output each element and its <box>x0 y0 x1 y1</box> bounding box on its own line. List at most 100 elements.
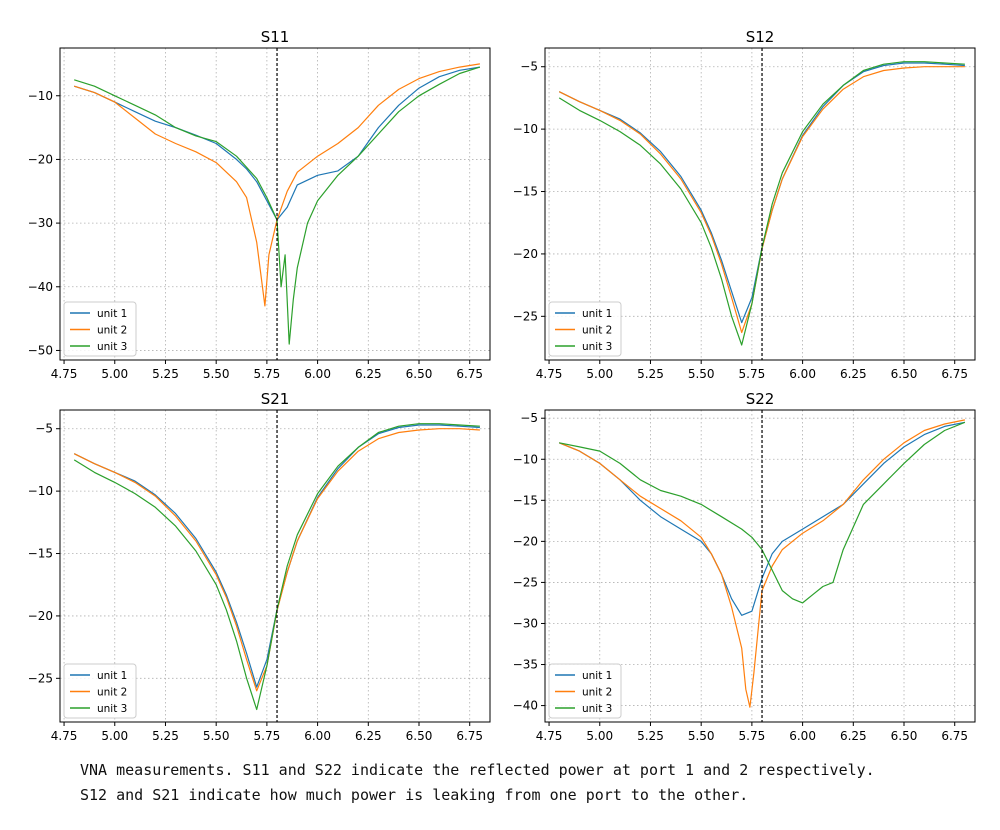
x-tick-label: 6.00 <box>789 729 816 743</box>
x-tick-label: 5.25 <box>637 367 664 381</box>
legend-label: unit 1 <box>582 670 612 682</box>
y-tick-label: −40 <box>28 280 53 294</box>
axes-frame <box>544 409 976 723</box>
axes-frame <box>544 47 976 361</box>
legend-box <box>548 663 622 719</box>
y-tick-label: −30 <box>28 216 53 230</box>
legend-label: unit 3 <box>582 341 612 353</box>
caption-line-2: S12 and S21 indicate how much power is l… <box>80 786 749 804</box>
y-tick-label: −10 <box>513 452 538 466</box>
legend-label: unit 1 <box>97 670 127 682</box>
x-tick-label: 6.00 <box>304 729 331 743</box>
y-tick-label: −50 <box>28 343 53 357</box>
series-line-unit-3 <box>74 66 481 345</box>
y-tick-label: −20 <box>513 534 538 548</box>
x-tick-label: 6.25 <box>355 729 382 743</box>
subplot-title: S11 <box>261 28 290 46</box>
x-tick-label: 5.25 <box>637 729 664 743</box>
x-tick-label: 6.25 <box>355 367 382 381</box>
y-tick-label: −5 <box>35 422 53 436</box>
series-line-unit-1 <box>558 62 965 324</box>
figure-canvas: 4.75 5.00 5.25 5.50 5.75 6.00 6.25 6.50 6.75 −10 −… <box>28 28 976 743</box>
x-tick-label: 5.50 <box>688 729 715 743</box>
legend-label: unit 2 <box>97 325 127 337</box>
subplot-s11: 4.75 5.00 5.25 5.50 5.75 6.00 6.25 6.50 6.75 −10 −… <box>28 28 491 381</box>
axes-frame <box>59 409 491 723</box>
x-tick-label: 6.25 <box>840 729 867 743</box>
subplot-title: S12 <box>746 28 775 46</box>
y-tick-label: −25 <box>28 671 53 685</box>
legend-label: unit 2 <box>582 325 612 337</box>
x-tick-label: 4.75 <box>51 367 78 381</box>
y-tick-label: −5 <box>520 60 538 74</box>
x-tick-label: 6.75 <box>456 729 483 743</box>
series-line-unit-3 <box>559 421 966 604</box>
y-tick-label: −35 <box>513 658 538 672</box>
y-tick-label: −25 <box>513 309 538 323</box>
x-tick-label: 6.50 <box>891 367 918 381</box>
x-tick-label: 6.50 <box>891 729 918 743</box>
y-tick-label: −25 <box>513 575 538 589</box>
x-tick-label: 6.75 <box>941 729 968 743</box>
series-line-unit-1 <box>74 66 480 221</box>
x-tick-label: 5.75 <box>739 367 766 381</box>
x-tick-label: 5.00 <box>586 367 613 381</box>
x-tick-label: 6.75 <box>456 367 483 381</box>
series-line-unit-3 <box>558 61 965 346</box>
subplot-s22: 4.75 5.00 5.25 5.50 5.75 6.00 6.25 6.50 6.75 −5 −1… <box>513 390 976 743</box>
y-tick-label: −10 <box>28 89 53 103</box>
legend-label: unit 2 <box>97 687 127 699</box>
x-tick-label: 5.75 <box>254 367 281 381</box>
legend-label: unit 2 <box>582 687 612 699</box>
y-tick-label: −10 <box>513 122 538 136</box>
subplot-s12: 4.75 5.00 5.25 5.50 5.75 6.00 6.25 6.50 6.75 −5 −1… <box>513 28 976 381</box>
legend-label: unit 3 <box>97 341 127 353</box>
subplot-title: S21 <box>261 390 290 408</box>
y-tick-label: −15 <box>513 185 538 199</box>
y-tick-label: −10 <box>28 484 53 498</box>
legend-label: unit 3 <box>582 703 612 715</box>
x-tick-label: 6.25 <box>840 367 867 381</box>
legend: unit 1 unit 2 unit 3 <box>548 663 622 719</box>
x-tick-label: 4.75 <box>536 367 563 381</box>
y-tick-label: −20 <box>28 609 53 623</box>
x-tick-label: 4.75 <box>536 729 563 743</box>
series-line-unit-3 <box>73 423 480 711</box>
x-tick-label: 5.50 <box>688 367 715 381</box>
x-tick-label: 5.00 <box>586 729 613 743</box>
x-tick-label: 6.00 <box>789 367 816 381</box>
series-line-unit-2 <box>74 63 480 307</box>
x-tick-label: 5.00 <box>101 367 128 381</box>
y-tick-label: −30 <box>513 616 538 630</box>
x-tick-label: 5.00 <box>101 729 128 743</box>
y-tick-label: −20 <box>513 247 538 261</box>
legend: unit 1 unit 2 unit 3 <box>63 663 137 719</box>
legend-label: unit 1 <box>582 308 612 320</box>
x-tick-label: 5.50 <box>203 729 230 743</box>
legend-box <box>63 301 137 357</box>
x-tick-label: 6.50 <box>406 367 433 381</box>
axes-frame <box>59 47 491 361</box>
y-tick-label: −15 <box>28 547 53 561</box>
x-tick-label: 5.50 <box>203 367 230 381</box>
caption-line-1: VNA measurements. S11 and S22 indicate t… <box>80 761 875 779</box>
series-line-unit-2 <box>558 419 966 708</box>
x-tick-label: 5.75 <box>739 729 766 743</box>
legend-box <box>548 301 622 357</box>
legend-label: unit 1 <box>97 308 127 320</box>
x-tick-label: 6.00 <box>304 367 331 381</box>
y-tick-label: −40 <box>513 699 538 713</box>
series-line-unit-1 <box>73 424 480 688</box>
legend: unit 1 unit 2 unit 3 <box>63 301 137 357</box>
subplot-title: S22 <box>746 390 775 408</box>
x-tick-label: 5.25 <box>152 729 179 743</box>
series-line-unit-1 <box>558 421 966 616</box>
x-tick-label: 4.75 <box>51 729 78 743</box>
x-tick-label: 6.75 <box>941 367 968 381</box>
x-tick-label: 6.50 <box>406 729 433 743</box>
legend: unit 1 unit 2 unit 3 <box>548 301 622 357</box>
subplot-s21: 4.75 5.00 5.25 5.50 5.75 6.00 6.25 6.50 6.75 −5 −1… <box>28 390 491 743</box>
legend-box <box>63 663 137 719</box>
y-tick-label: −15 <box>513 493 538 507</box>
x-tick-label: 5.75 <box>254 729 281 743</box>
